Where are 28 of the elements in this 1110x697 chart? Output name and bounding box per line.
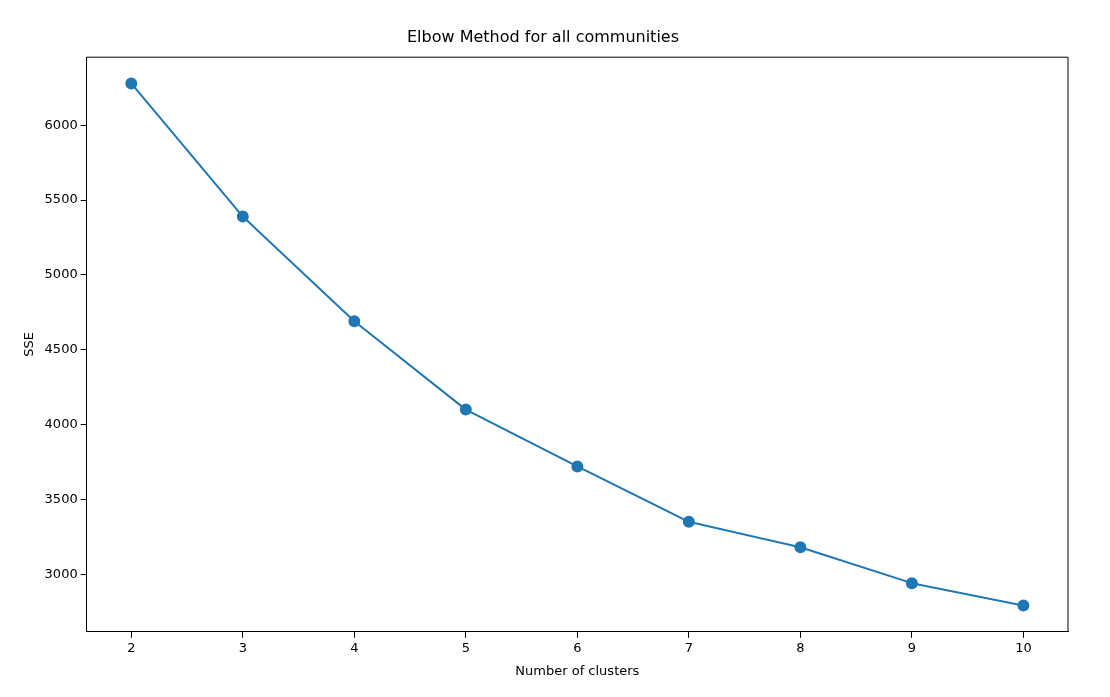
point: [1017, 599, 1030, 612]
y-axis-title: SSE: [21, 332, 37, 357]
y-tick-label: 5500: [44, 191, 78, 207]
x-axis-title: Number of clusters: [515, 662, 640, 678]
y-tick-label: 4500: [44, 341, 78, 357]
x-tick-label: 3: [238, 639, 247, 655]
x-tick-label: 5: [461, 639, 470, 655]
x-tick-label: 2: [127, 639, 136, 655]
x-tick-label: 7: [684, 639, 693, 655]
y-tick-label: 6000: [44, 116, 78, 132]
chart-title: Elbow Method for all communities: [406, 26, 680, 46]
point: [459, 403, 472, 416]
x-tick-label: 6: [573, 639, 582, 655]
point: [125, 77, 138, 90]
point: [348, 315, 361, 328]
point: [794, 541, 807, 554]
x-tick-label: 4: [350, 639, 359, 655]
x-tick-label: 9: [907, 639, 917, 655]
point: [905, 577, 918, 590]
y-tick-label: 3000: [44, 565, 78, 581]
y-tick-label: 4000: [44, 415, 78, 431]
y-tick-label: 5000: [44, 266, 78, 282]
point: [571, 460, 584, 473]
y-tick-label: 3500: [44, 490, 78, 506]
point: [682, 515, 695, 528]
x-tick-label: 10: [1015, 639, 1032, 655]
point: [236, 210, 249, 223]
x-tick-label: 8: [796, 639, 805, 655]
